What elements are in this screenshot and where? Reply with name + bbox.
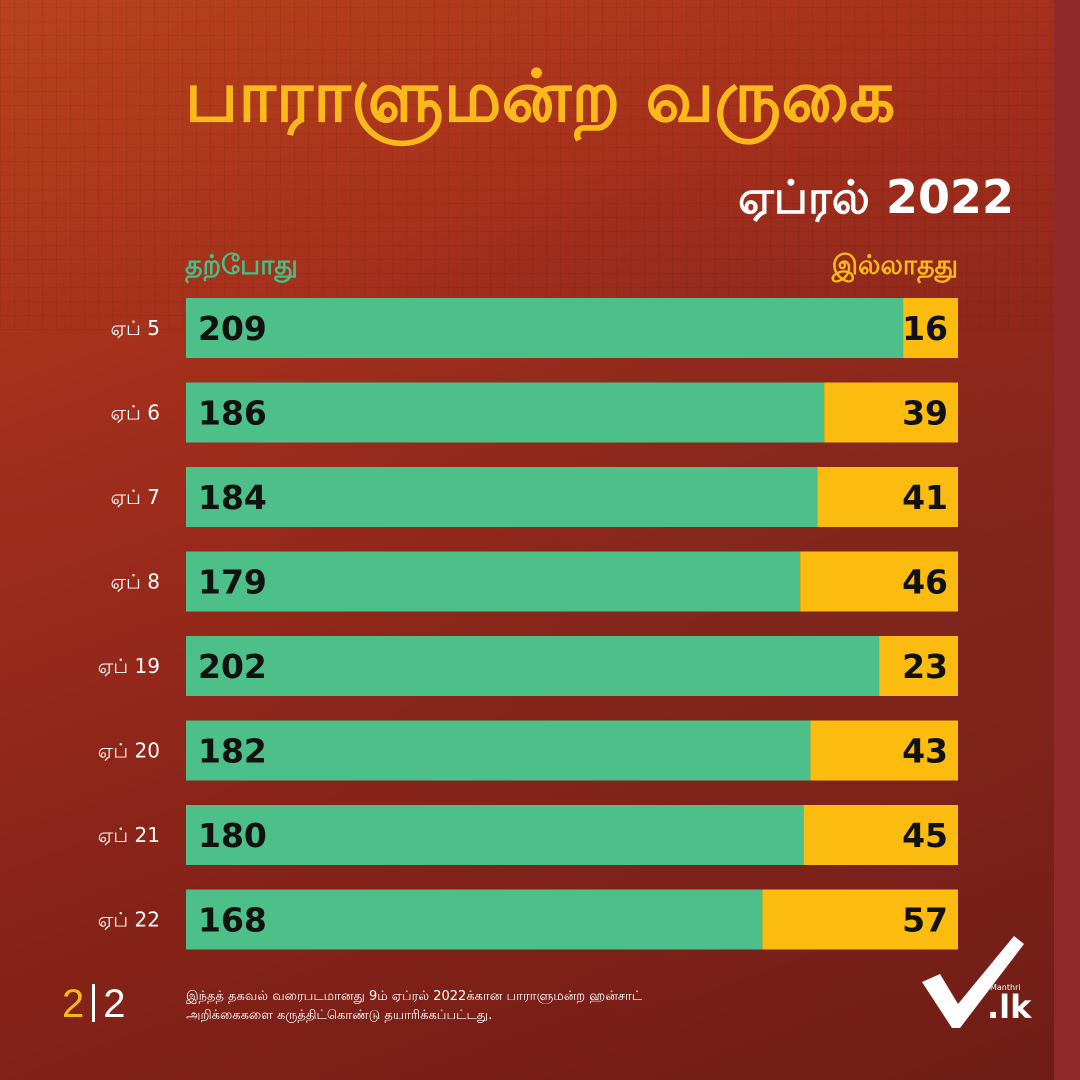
right-edge-strip — [1054, 0, 1080, 1080]
bar-present — [186, 467, 818, 527]
page-subtitle: ஏப்ரல் 2022 — [737, 170, 1014, 224]
logo-brand-small: Manthri — [990, 983, 1021, 992]
category-label: ஏப் 22 — [98, 908, 160, 932]
page-separator — [92, 984, 96, 1022]
bar-absent — [800, 551, 958, 612]
bar-absent — [762, 889, 958, 950]
checkmark-logo-icon — [922, 936, 1024, 1028]
logo-brand-main: .lk — [987, 988, 1032, 1026]
category-label: ஏப் 8 — [110, 570, 160, 594]
data-label-present: 186 — [198, 394, 267, 433]
background-texture — [0, 0, 1080, 330]
bar-absent — [879, 636, 958, 696]
data-label-present: 209 — [198, 309, 267, 348]
category-label: ஏப் 5 — [110, 316, 160, 340]
category-label: ஏப் 19 — [98, 654, 160, 678]
data-label-absent: 39 — [902, 394, 948, 433]
data-label-present: 179 — [198, 563, 267, 602]
bar-present — [186, 382, 825, 443]
bar-present — [186, 805, 804, 865]
legend-absent: இல்லாதது — [831, 250, 958, 281]
bar-absent — [803, 805, 958, 865]
bar-present — [186, 551, 801, 612]
category-label: ஏப் 20 — [98, 739, 160, 763]
bar-present — [186, 720, 811, 781]
data-label-absent: 41 — [902, 478, 948, 517]
data-label-present: 184 — [198, 478, 267, 517]
data-label-absent: 46 — [902, 563, 948, 602]
data-label-absent: 57 — [902, 901, 948, 940]
data-label-absent: 45 — [902, 816, 948, 855]
bar-absent — [824, 382, 958, 443]
source-note-line-2: அறிக்கைகளை கருத்திட்கொண்டு தயாரிக்கப்பட்… — [186, 1007, 493, 1023]
data-label-present: 180 — [198, 816, 267, 855]
category-label: ஏப் 21 — [98, 823, 160, 847]
category-label: ஏப் 6 — [110, 401, 160, 425]
data-label-absent: 43 — [902, 732, 948, 771]
source-note-line-1: இந்தத் தகவல் வரைபடமானது 9ம் ஏப்ரல் 2022க… — [186, 989, 643, 1004]
bar-present — [186, 889, 763, 950]
category-label: ஏப் 7 — [110, 485, 160, 509]
legend-present: தற்போது — [185, 250, 298, 281]
data-label-absent: 23 — [902, 647, 948, 686]
data-label-present: 202 — [198, 647, 267, 686]
data-label-absent: 16 — [902, 309, 948, 348]
page-total: 2 — [103, 982, 126, 1026]
bar-present — [186, 636, 880, 696]
bar-absent — [810, 720, 958, 781]
bar-absent — [903, 298, 958, 358]
page-title: பாராளுமன்ற வருகை — [184, 54, 896, 138]
data-label-present: 182 — [198, 732, 267, 771]
page-current: 2 — [62, 982, 85, 1026]
bar-absent — [817, 467, 958, 527]
bar-present — [186, 298, 904, 358]
source-note: இந்தத் தகவல் வரைபடமானது 9ம் ஏப்ரல் 2022க… — [186, 988, 746, 1026]
data-label-present: 168 — [198, 901, 267, 940]
